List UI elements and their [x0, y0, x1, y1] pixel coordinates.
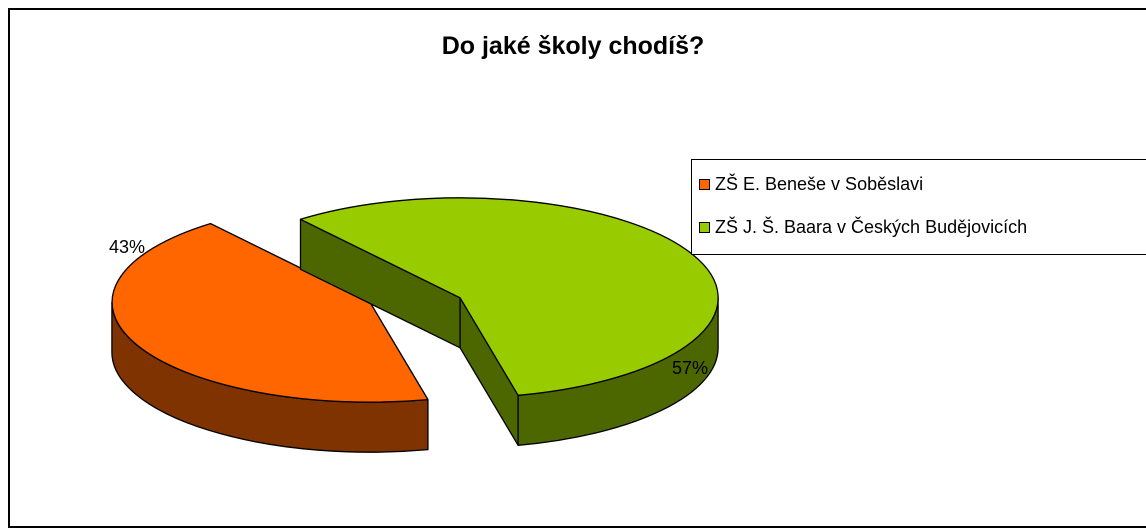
slice-value-label: 43%	[109, 237, 145, 257]
legend: ZŠ E. Beneše v Soběslavi ZŠ J. Š. Baara …	[691, 159, 1146, 255]
chart-title: Do jaké školy chodíš?	[441, 32, 705, 60]
legend-swatch	[699, 221, 710, 233]
legend-item: ZŠ J. Š. Baara v Českých Budějovicích	[699, 215, 1027, 239]
pie-slice	[111, 222, 429, 403]
pie-chart: 43% 57%	[109, 197, 719, 453]
legend-label: ZŠ E. Beneše v Soběslavi	[715, 173, 924, 194]
legend-label: ZŠ J. Š. Baara v Českých Budějovicích	[715, 216, 1028, 237]
legend-item: ZŠ E. Beneše v Soběslavi	[699, 172, 923, 196]
slice-value-label: 57%	[672, 358, 708, 378]
legend-swatch	[699, 178, 710, 190]
